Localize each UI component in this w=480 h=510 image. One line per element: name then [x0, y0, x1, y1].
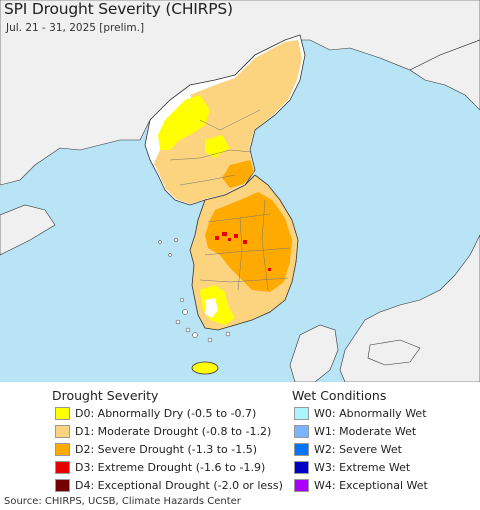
legend-item-w2: W2: Severe Wet	[294, 442, 402, 457]
japan-shikoku	[367, 339, 421, 366]
legend-label: W2: Severe Wet	[314, 443, 402, 456]
sk-d3-5	[243, 240, 247, 244]
w2-swatch	[294, 443, 309, 456]
legend: Drought Severity Wet Conditions D0: Abno…	[0, 388, 480, 492]
d2-swatch	[55, 443, 70, 456]
shandong-land	[0, 204, 56, 256]
drought-map	[0, 0, 480, 382]
sw-islands	[158, 237, 231, 343]
nk-d0b	[205, 135, 230, 158]
legend-label: W0: Abnormally Wet	[314, 407, 427, 420]
legend-item-w1: W1: Moderate Wet	[294, 424, 416, 439]
source-credit: Source: CHIRPS, UCSB, Climate Hazards Ce…	[4, 496, 241, 507]
sk-d3-2	[222, 232, 227, 236]
sk-d3-1	[215, 236, 219, 240]
legend-item-d4: D4: Exceptional Drought (-2.0 or less)	[55, 478, 283, 493]
legend-label: D0: Abnormally Dry (-0.5 to -0.7)	[75, 407, 257, 420]
legend-item-d3: D3: Extreme Drought (-1.6 to -1.9)	[55, 460, 265, 475]
legend-item-w3: W3: Extreme Wet	[294, 460, 410, 475]
legend-item-w4: W4: Exceptional Wet	[294, 478, 428, 493]
legend-label: W3: Extreme Wet	[314, 461, 411, 474]
w4-swatch	[294, 479, 309, 492]
legend-item-w0: W0: Abnormally Wet	[294, 406, 427, 421]
d3-swatch	[55, 461, 70, 474]
d1-swatch	[55, 425, 70, 438]
japan-kyushu	[289, 324, 339, 382]
russia-land	[409, 39, 480, 111]
w3-swatch	[294, 461, 309, 474]
jeju-island	[191, 361, 219, 375]
wet-legend-title: Wet Conditions	[292, 388, 387, 403]
d0-swatch	[55, 407, 70, 420]
legend-label: W1: Moderate Wet	[314, 425, 417, 438]
legend-item-d1: D1: Moderate Drought (-0.8 to -1.2)	[55, 424, 271, 439]
nk-d1	[154, 40, 302, 204]
legend-label: D2: Severe Drought (-1.3 to -1.5)	[75, 443, 258, 456]
nk-d2	[222, 160, 254, 188]
drought-legend-title: Drought Severity	[52, 388, 159, 403]
legend-label: D3: Extreme Drought (-1.6 to -1.9)	[75, 461, 266, 474]
d4-swatch	[55, 479, 70, 492]
sk-d3-6	[268, 268, 271, 271]
map-subtitle: Jul. 21 - 31, 2025 [prelim.]	[6, 22, 145, 34]
legend-label: D1: Moderate Drought (-0.8 to -1.2)	[75, 425, 272, 438]
sk-d3-3	[228, 238, 231, 241]
legend-item-d0: D0: Abnormally Dry (-0.5 to -0.7)	[55, 406, 256, 421]
map-title: SPI Drought Severity (CHIRPS)	[4, 0, 233, 18]
legend-item-d2: D2: Severe Drought (-1.3 to -1.5)	[55, 442, 257, 457]
nk-d0	[158, 95, 210, 150]
province-borders	[169, 109, 291, 291]
sk-d2	[205, 192, 292, 292]
w1-swatch	[294, 425, 309, 438]
legend-label: W4: Exceptional Wet	[314, 479, 428, 492]
w0-swatch	[294, 407, 309, 420]
sk-d3-4	[234, 234, 238, 238]
legend-label: D4: Exceptional Drought (-2.0 or less)	[75, 479, 283, 492]
sk-none	[205, 298, 218, 318]
